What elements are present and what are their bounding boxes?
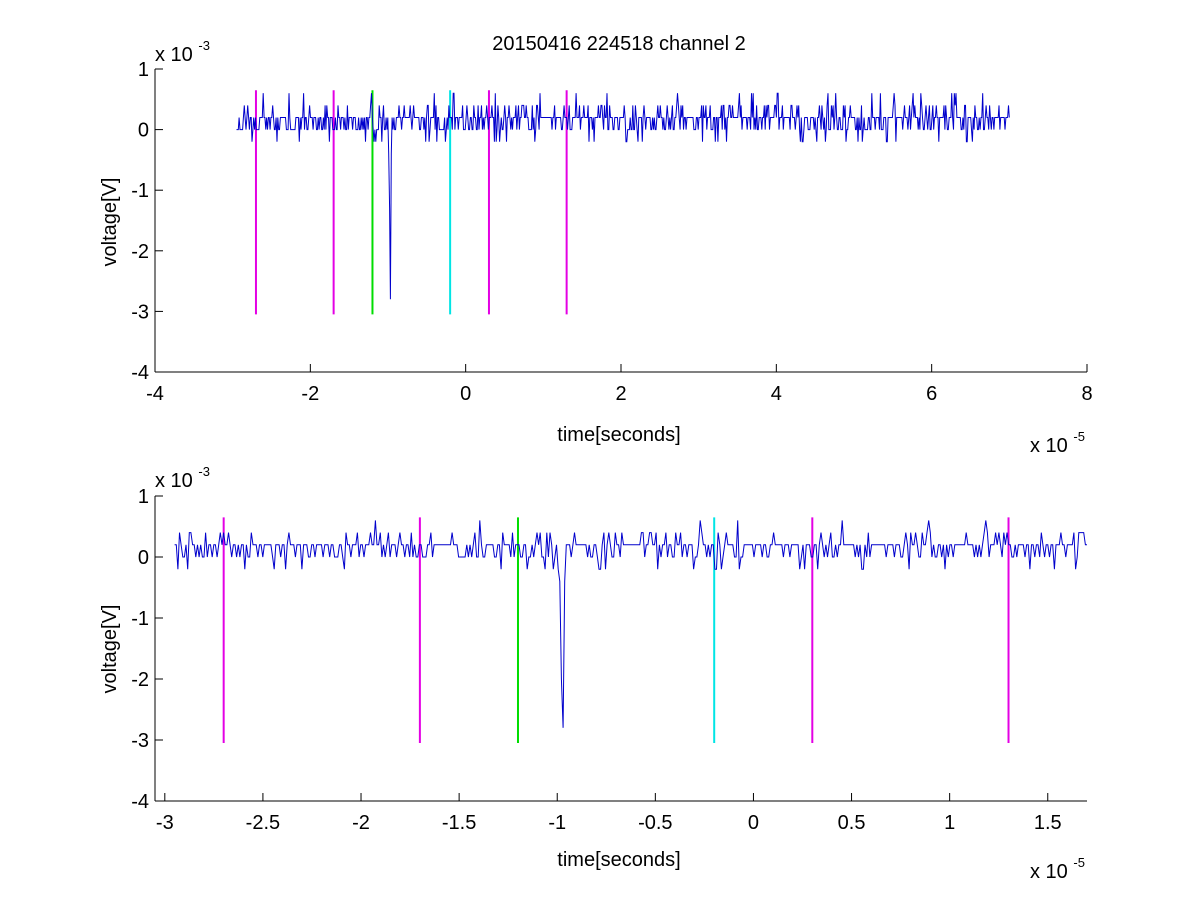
top-x-exponent-label: x 10 -5 xyxy=(1030,429,1085,457)
top-x-tick-label: 4 xyxy=(771,383,782,405)
bottom-ticks: -3 -2.5 -2 -1.5 -1 -0.5 0 0.5 1 1.5 -4 -3 -2 -1 0 1 xyxy=(131,486,1061,834)
bottom-y-label: voltage[V] xyxy=(99,605,121,694)
top-x-tick-label: -4 xyxy=(146,383,164,405)
bottom-x-tick-label: -2.5 xyxy=(246,812,280,834)
top-x-tick-label: 6 xyxy=(926,383,937,405)
bottom-x-tick-label: -2 xyxy=(352,812,370,834)
top-y-tick-label: 1 xyxy=(138,59,149,81)
bottom-x-tick-label: -0.5 xyxy=(638,812,672,834)
top-x-tick-label: 2 xyxy=(615,383,626,405)
top-x-label: time[seconds] xyxy=(557,424,680,446)
bottom-y-tick-label: 0 xyxy=(138,547,149,569)
bottom-y-tick-label: -2 xyxy=(131,669,149,691)
bottom-marker-lines xyxy=(222,517,1010,744)
bottom-x-exponent-label: x 10 -5 xyxy=(1030,855,1085,883)
bottom-y-tick-label: -4 xyxy=(131,791,149,813)
top-y-tick-label: -1 xyxy=(131,180,149,202)
top-x-tick-label: -2 xyxy=(301,383,319,405)
top-y-label: voltage[V] xyxy=(99,178,121,267)
top-y-tick-label: -3 xyxy=(131,301,149,323)
top-ticks: -4 -2 0 2 4 6 8 -4 -3 -2 -1 0 1 xyxy=(131,59,1092,405)
bottom-x-tick-label: 0 xyxy=(748,812,759,834)
bottom-y-exponent-label: x 10 -3 xyxy=(155,464,210,492)
bottom-x-tick-label: 1.5 xyxy=(1034,812,1062,834)
figure-title: 20150416 224518 channel 2 xyxy=(492,33,746,55)
bottom-x-tick-label: 1 xyxy=(944,812,955,834)
top-plot: -4 -2 0 2 4 6 8 -4 -3 -2 -1 0 1 time[seconds] voltag… xyxy=(99,38,1093,457)
bottom-axes xyxy=(154,496,1087,802)
top-y-tick-label: 0 xyxy=(138,120,149,142)
bottom-y-tick-label: -1 xyxy=(131,608,149,630)
top-axes xyxy=(154,69,1087,373)
bottom-x-tick-label: -1 xyxy=(548,812,566,834)
top-x-tick-label: 0 xyxy=(460,383,471,405)
bottom-y-tick-label: -3 xyxy=(131,730,149,752)
bottom-x-tick-label: -1.5 xyxy=(442,812,476,834)
bottom-x-label: time[seconds] xyxy=(557,849,680,871)
top-x-tick-label: 8 xyxy=(1081,383,1092,405)
bottom-x-tick-label: -3 xyxy=(156,812,174,834)
bottom-y-tick-label: 1 xyxy=(138,486,149,508)
bottom-plot: -3 -2.5 -2 -1.5 -1 -0.5 0 0.5 1 1.5 -4 -3 -2 -1 0 1 tim… xyxy=(99,464,1087,883)
top-y-tick-label: -4 xyxy=(131,362,149,384)
bottom-signal-trace xyxy=(174,520,1087,728)
top-y-tick-label: -2 xyxy=(131,241,149,263)
bottom-x-tick-label: 0.5 xyxy=(838,812,866,834)
top-signal-trace xyxy=(236,92,1010,300)
top-y-exponent-label: x 10 -3 xyxy=(155,38,210,66)
